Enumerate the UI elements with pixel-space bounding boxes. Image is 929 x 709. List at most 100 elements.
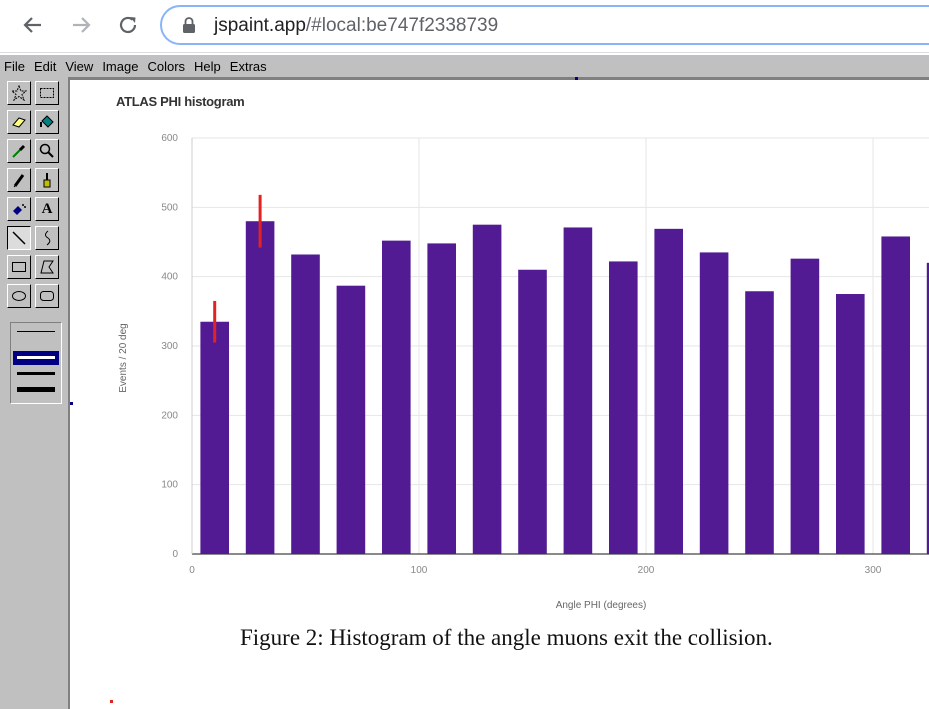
- y-tick-label: 0: [172, 549, 178, 560]
- lock-icon: [183, 17, 195, 33]
- resize-handle-top[interactable]: [575, 77, 578, 80]
- url-host: jspaint.app: [214, 15, 306, 36]
- histogram-bar: [518, 269, 547, 554]
- histogram-bar: [245, 221, 275, 554]
- menu-image[interactable]: Image: [102, 58, 139, 74]
- menu-colors[interactable]: Colors: [147, 58, 186, 74]
- line-width-selector: [10, 322, 62, 404]
- line-width-1[interactable]: [17, 331, 55, 332]
- histogram-bar: [427, 243, 457, 554]
- red-dot-mark: [110, 700, 113, 703]
- histogram-bar: [926, 262, 929, 554]
- polygon-tool[interactable]: [35, 255, 59, 279]
- url-path: /#local:be747f2338739: [305, 15, 499, 36]
- histogram-bar: [835, 294, 865, 554]
- line-width-2-selected-bg[interactable]: [13, 351, 59, 365]
- menu-file[interactable]: File: [4, 58, 25, 74]
- polygon-icon: [40, 260, 54, 274]
- drawing-canvas[interactable]: ATLAS PHI histogram 0 100 200 300 400 500 600 …: [70, 80, 929, 709]
- eraser-tool[interactable]: [7, 110, 31, 134]
- menu-help[interactable]: Help: [194, 58, 221, 74]
- annotations: [213, 194, 262, 343]
- text-tool[interactable]: A: [35, 197, 59, 221]
- figure-caption: Figure 2: Histogram of the angle muons e…: [240, 625, 773, 650]
- star-select-icon: [11, 85, 27, 101]
- histogram-bar: [745, 291, 774, 554]
- pencil-icon: [13, 174, 25, 188]
- magnifier-tool[interactable]: [35, 139, 59, 163]
- curve-tool[interactable]: [35, 226, 59, 250]
- histogram-bar: [881, 236, 911, 554]
- y-tick-label: 200: [161, 410, 178, 421]
- chart-title: ATLAS PHI histogram: [116, 94, 245, 109]
- rectangle-icon: [12, 262, 26, 272]
- arrow-left-icon: [23, 17, 41, 33]
- menu-bar: File Edit View Image Colors Help Extras: [0, 55, 929, 77]
- airbrush-tool[interactable]: [7, 197, 31, 221]
- magnifier-icon: [39, 143, 54, 158]
- line-width-4[interactable]: [17, 387, 55, 392]
- histogram-bar: [291, 254, 320, 555]
- y-axis-label: Events / 20 deg: [118, 323, 129, 393]
- histogram-bar: [563, 227, 593, 555]
- airbrush-icon: [13, 204, 26, 215]
- line-width-3[interactable]: [17, 372, 55, 375]
- x-tick-label: 0: [189, 565, 195, 576]
- fill-tool[interactable]: [35, 110, 59, 134]
- line-icon: [12, 231, 26, 245]
- histogram-bar: [336, 285, 366, 554]
- y-tick-labels: 0 100 200 300 400 500 600: [161, 133, 178, 560]
- bars: [200, 221, 929, 555]
- y-tick-label: 400: [161, 272, 178, 283]
- url-text: jspaint.app/#local:be747f2338739: [214, 15, 498, 37]
- menu-extras[interactable]: Extras: [229, 58, 267, 74]
- reload-icon: [119, 16, 137, 34]
- eyedropper-icon: [12, 144, 26, 158]
- reload-button[interactable]: [111, 8, 145, 42]
- rounded-rectangle-tool[interactable]: [35, 284, 59, 308]
- brush-icon: [43, 173, 51, 188]
- pick-color-tool[interactable]: [7, 139, 31, 163]
- y-tick-label: 300: [161, 341, 178, 352]
- ellipse-icon: [12, 291, 26, 301]
- x-tick-label: 200: [638, 565, 655, 576]
- line-tool[interactable]: [7, 226, 31, 250]
- rect-select-tool[interactable]: [35, 81, 59, 105]
- histogram-chart: 0 100 200 300 400 500 600 0 100 200 300 Events / …: [118, 133, 929, 611]
- menu-view[interactable]: View: [65, 58, 94, 74]
- histogram-bar: [608, 261, 638, 554]
- eraser-icon: [12, 117, 26, 128]
- histogram-bar: [381, 240, 411, 554]
- rectangle-tool[interactable]: [7, 255, 31, 279]
- browser-toolbar: jspaint.app/#local:be747f2338739: [0, 0, 929, 53]
- rounded-rectangle-icon: [40, 291, 54, 301]
- histogram-bar: [699, 252, 729, 555]
- histogram-bar: [200, 321, 230, 554]
- tool-box: A: [0, 77, 70, 709]
- back-button[interactable]: [16, 8, 50, 42]
- canvas-area: ATLAS PHI histogram 0 100 200 300 400 500 600 …: [70, 77, 929, 709]
- address-bar[interactable]: jspaint.app/#local:be747f2338739: [160, 5, 929, 45]
- free-form-select-tool[interactable]: [7, 81, 31, 105]
- forward-button[interactable]: [64, 8, 98, 42]
- y-tick-label: 500: [161, 202, 178, 213]
- brush-tool[interactable]: [35, 168, 59, 192]
- pencil-tool[interactable]: [7, 168, 31, 192]
- curve-icon: [45, 230, 51, 246]
- arrow-right-icon: [73, 17, 91, 33]
- histogram-bar: [654, 228, 684, 555]
- resize-handle-left[interactable]: [70, 402, 73, 405]
- x-tick-label: 100: [411, 565, 428, 576]
- x-axis-label: Angle PHI (degrees): [556, 600, 647, 611]
- y-tick-label: 100: [161, 480, 178, 491]
- fill-bucket-icon: [40, 115, 54, 128]
- menu-edit[interactable]: Edit: [33, 58, 57, 74]
- histogram-bar: [472, 224, 502, 554]
- ellipse-tool[interactable]: [7, 284, 31, 308]
- line-width-2: [17, 356, 55, 359]
- x-tick-label: 300: [865, 565, 882, 576]
- y-tick-label: 600: [161, 133, 178, 144]
- rect-select-icon: [40, 88, 54, 98]
- histogram-bar: [790, 258, 820, 554]
- x-tick-labels: 0 100 200 300: [189, 565, 882, 576]
